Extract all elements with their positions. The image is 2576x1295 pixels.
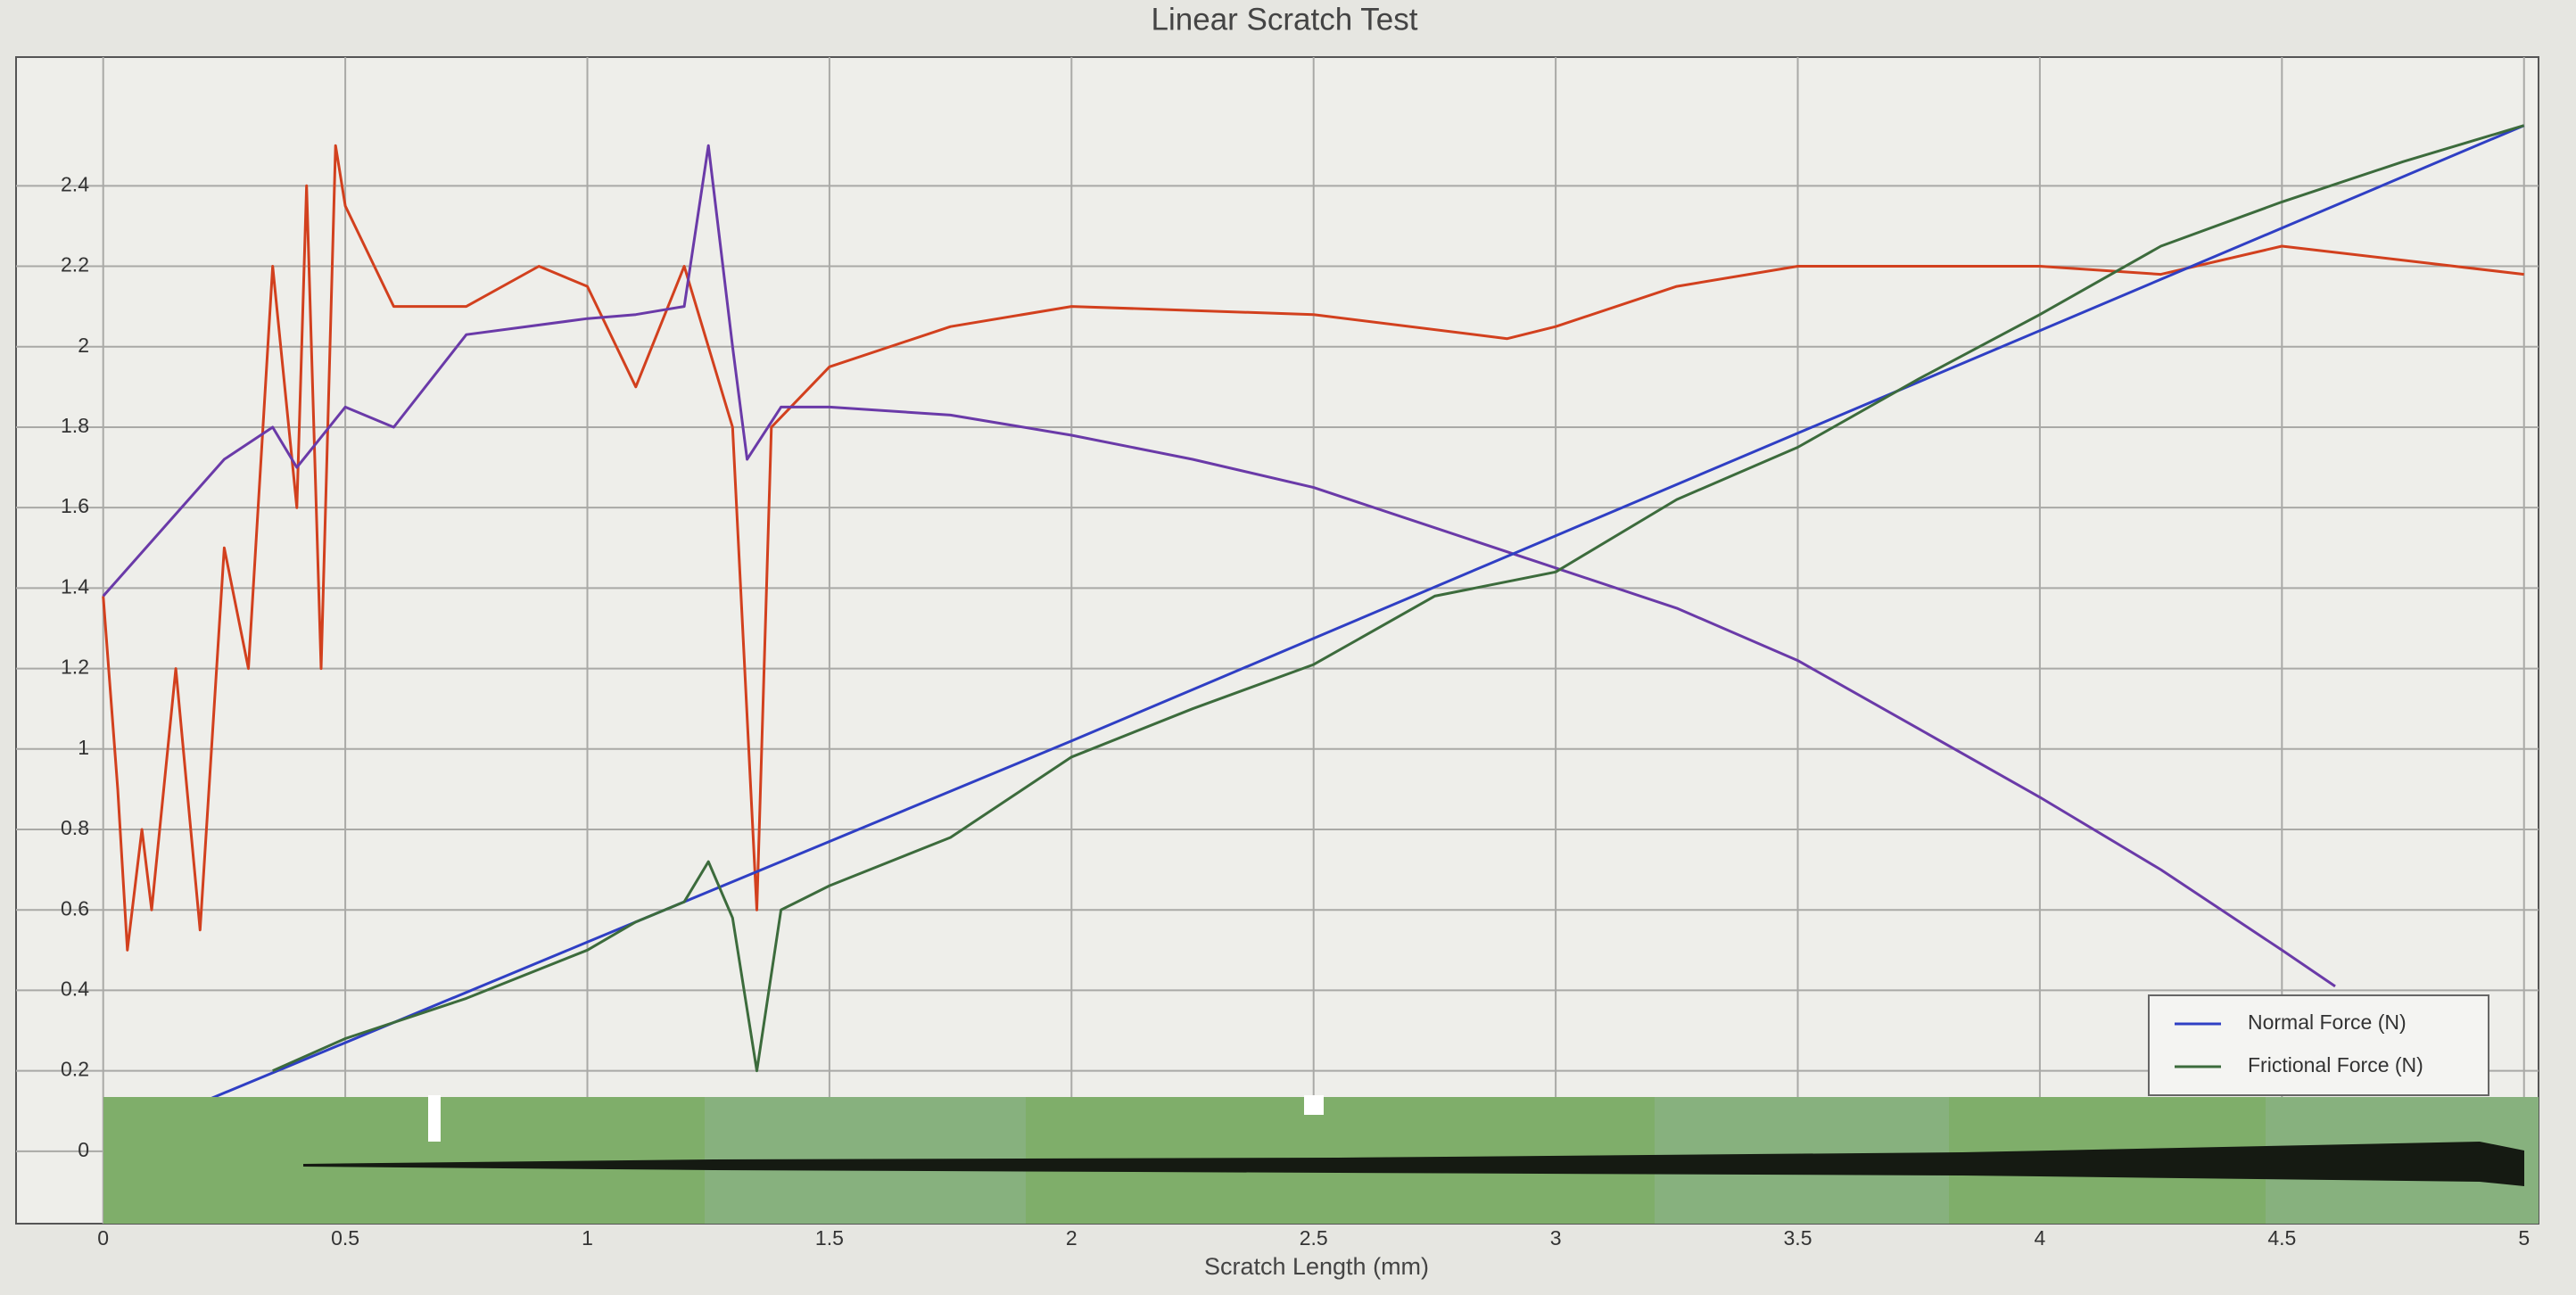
x-tick-label: 1.5	[815, 1226, 844, 1250]
y-tick-label: 1.2	[61, 656, 89, 679]
series-line	[102, 144, 2524, 952]
x-tick-label: 4.5	[2267, 1226, 2296, 1250]
y-tick-label: 0.6	[61, 896, 89, 920]
y-tick-label: 2.2	[61, 253, 89, 276]
y-tick-label: 1	[78, 736, 89, 759]
chart-title: Linear Scratch Test	[1152, 2, 1418, 37]
series-line	[272, 124, 2525, 1073]
plot-area	[15, 56, 2539, 1225]
y-tick-label: 1.8	[61, 414, 89, 437]
marker	[1304, 1095, 1324, 1115]
x-tick-label: 0.5	[331, 1226, 359, 1250]
y-tick-label: 0.4	[61, 977, 89, 1000]
legend: Normal Force (N) Frictional Force (N)	[2148, 994, 2489, 1096]
legend-label: Frictional Force (N)	[2248, 1053, 2423, 1076]
x-tick-label: 1	[582, 1226, 593, 1250]
y-tick-label: 2.4	[61, 172, 89, 195]
scratch-track	[303, 1142, 2524, 1186]
x-tick-label: 5	[2518, 1226, 2530, 1250]
scratch-image	[103, 1095, 2539, 1224]
x-tick-label: 3	[1550, 1226, 1562, 1250]
x-tick-label: 2.5	[1300, 1226, 1328, 1250]
y-tick-label: 1.4	[61, 574, 89, 598]
lines	[102, 124, 2525, 1101]
y-tick-label: 2	[78, 334, 89, 357]
series-line	[102, 144, 2336, 988]
series-line	[209, 124, 2525, 1101]
y-tick-label: 0.8	[61, 816, 89, 839]
x-tick-label: 3.5	[1784, 1226, 1812, 1250]
y-tick-label: 0	[78, 1138, 89, 1161]
x-axis-label: Scratch Length (mm)	[1204, 1253, 1429, 1280]
y-tick-label: 0.2	[61, 1058, 89, 1081]
marker	[428, 1095, 441, 1142]
legend-items: Normal Force (N) Frictional Force (N)	[2175, 1010, 2423, 1076]
ticks: 0 0.5 1 1.5 2 2.5 3 3.5 4 4.5 5 0 0.2 0.4 0.6 0.8 1 1.2 1.…	[61, 172, 2530, 1250]
x-tick-label: 4	[2035, 1226, 2046, 1250]
legend-box	[2148, 994, 2489, 1096]
grid	[16, 57, 2539, 1224]
x-tick-label: 0	[97, 1226, 109, 1250]
y-tick-label: 1.6	[61, 494, 89, 517]
legend-label: Normal Force (N)	[2248, 1010, 2407, 1034]
x-tick-label: 2	[1066, 1226, 1077, 1250]
